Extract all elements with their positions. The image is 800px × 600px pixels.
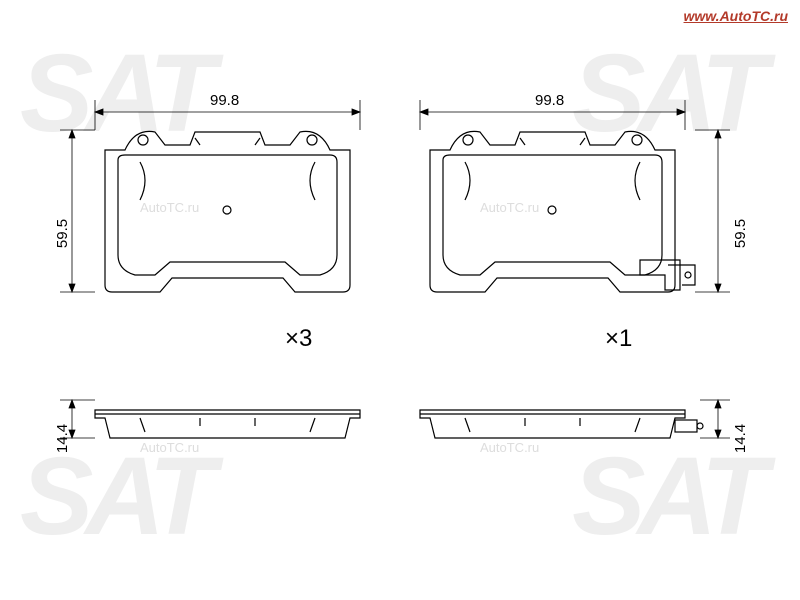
dim-height-right-label: 59.5 xyxy=(732,219,749,248)
pad-right-face xyxy=(430,131,695,292)
pad-left-face xyxy=(105,131,350,292)
technical-drawing xyxy=(0,0,800,600)
dim-height-left-label: 59.5 xyxy=(54,219,71,248)
dim-width-right-label: 99.8 xyxy=(535,92,564,109)
watermark-url: www.AutoTC.ru xyxy=(684,8,788,24)
qty-right-label: ×1 xyxy=(605,325,632,353)
dim-height-right xyxy=(695,130,730,292)
dim-thick-right xyxy=(700,400,730,438)
dim-width-left-label: 99.8 xyxy=(210,92,239,109)
qty-left-label: ×3 xyxy=(285,325,312,353)
wear-sensor xyxy=(640,260,695,290)
pad-left-side xyxy=(95,410,360,438)
dim-height-left xyxy=(60,130,95,292)
dim-thick-right-label: 14.4 xyxy=(732,424,749,453)
dim-thick-left-label: 14.4 xyxy=(54,424,71,453)
pad-right-side xyxy=(420,410,703,438)
